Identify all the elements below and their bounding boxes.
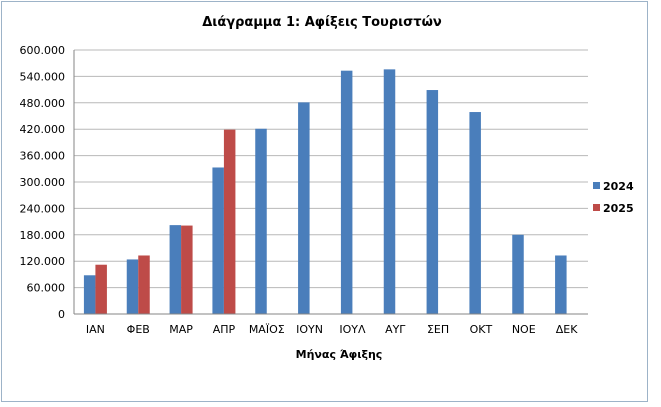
x-axis-ticks: ΙΑΝ ΦΕΒ ΜΑΡ ΑΠΡ ΜΑΪΟΣ ΙΟΥΝ ΙΟΥΛ ΑΥΓ ΣΕΠ ΟΚΤ ΝΟΕ ΔΕΚ xyxy=(86,323,578,336)
y-tick-label: 360.000 xyxy=(20,150,66,163)
x-tick-label: ΜΑΪΟΣ xyxy=(249,323,285,336)
bar-2025-3 xyxy=(223,129,236,314)
bar-2024-0 xyxy=(83,275,96,314)
bar-2024-5 xyxy=(298,102,310,314)
bar-2024-9 xyxy=(469,112,481,314)
x-tick-label: ΑΥΓ xyxy=(385,323,406,336)
bar-2024-4 xyxy=(255,128,267,314)
y-axis-ticks: 0 60.000 120.000 180.000 240.000 300.000 360.0… xyxy=(20,44,66,321)
x-tick-label: ΝΟΕ xyxy=(512,323,536,336)
bar-2025-2 xyxy=(181,225,193,314)
bar-2024-6 xyxy=(340,70,353,315)
legend-swatch-2025 xyxy=(593,204,600,211)
x-tick-label: ΙΟΥΛ xyxy=(339,323,366,336)
x-tick-label: ΦΕΒ xyxy=(127,323,150,336)
bar-2025-1 xyxy=(138,255,150,314)
y-tick-label: 120.000 xyxy=(20,255,66,268)
y-tick-label: 420.000 xyxy=(20,123,66,136)
bar-2024-11 xyxy=(555,255,567,314)
bar-2024-7 xyxy=(383,69,396,314)
y-tick-label: 240.000 xyxy=(20,202,66,215)
chart-frame xyxy=(1,1,648,402)
y-tick-label: 600.000 xyxy=(20,44,66,57)
gridlines xyxy=(73,49,588,315)
x-tick-label: ΜΑΡ xyxy=(169,323,193,336)
y-tick-label: 300.000 xyxy=(20,176,66,189)
y-tick-label: 0 xyxy=(58,308,65,321)
bar-2025-0 xyxy=(95,264,107,314)
legend: 2024 2025 xyxy=(593,180,634,215)
bar-2024-3 xyxy=(212,167,224,314)
bar-2024-1 xyxy=(126,259,139,314)
x-tick-label: ΔΕΚ xyxy=(556,323,578,336)
legend-swatch-2024 xyxy=(593,182,600,189)
y-tick-label: 540.000 xyxy=(20,70,66,83)
bar-2024-8 xyxy=(426,90,439,314)
x-tick-label: ΑΠΡ xyxy=(213,323,236,336)
y-tick-label: 180.000 xyxy=(20,229,66,242)
x-tick-label: ΙΑΝ xyxy=(86,323,105,336)
y-tick-label: 60.000 xyxy=(27,282,66,295)
bars xyxy=(74,69,588,315)
x-axis-title: Μήνας Άφιξης xyxy=(296,348,383,361)
bar-2024-2 xyxy=(169,225,182,314)
x-tick-label: ΙΟΥΝ xyxy=(296,323,323,336)
y-tick-label: 480.000 xyxy=(20,97,66,110)
legend-label-2024: 2024 xyxy=(603,180,634,193)
x-tick-label: ΣΕΠ xyxy=(427,323,449,336)
bar-2024-10 xyxy=(512,234,524,314)
x-tick-label: ΟΚΤ xyxy=(470,323,493,336)
chart-title: Διάγραμμα 1: Αφίξεις Τουριστών xyxy=(202,15,442,30)
legend-label-2025: 2025 xyxy=(603,202,634,215)
